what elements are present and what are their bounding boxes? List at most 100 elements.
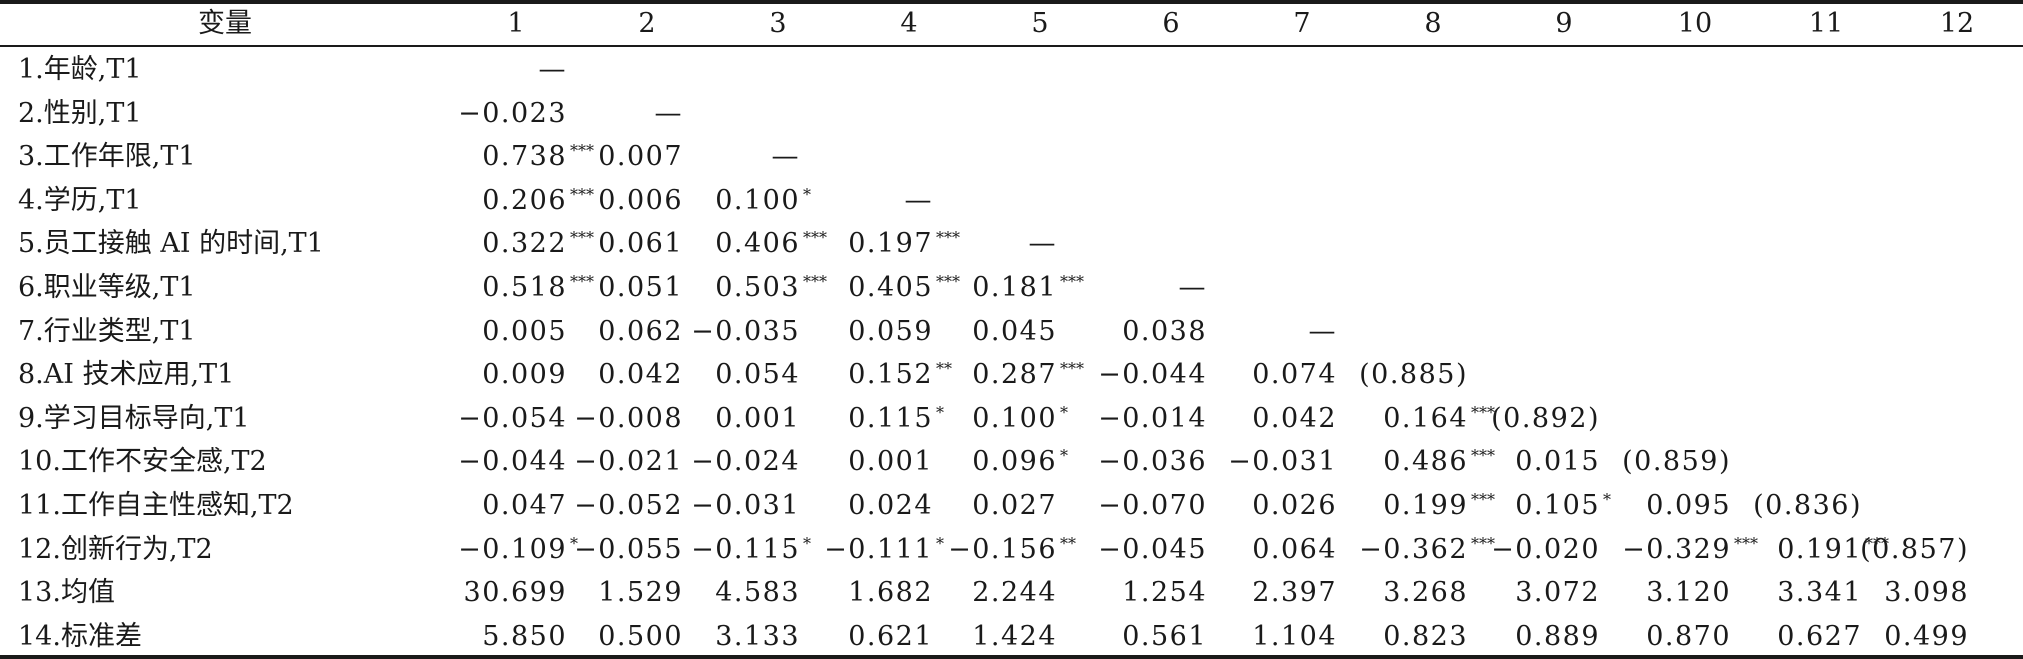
cell-value: 0.627 — [1777, 620, 1862, 652]
cell-value: 3.341 — [1777, 577, 1862, 609]
table-cell: 0.100 * — [925, 397, 1068, 441]
table-row: 12.创新行为,T2 −0.109 * −0.055 −0.115 * −0.111 * −0.… — [0, 528, 2023, 572]
table-cell: −0.023 — [435, 92, 567, 136]
cell-value: 0.009 — [482, 359, 567, 391]
table-row: 2.性别,T1 −0.023 — — [0, 92, 2023, 136]
header-col-11: 11 — [1808, 8, 1844, 39]
table-cell: −0.070 — [1075, 484, 1207, 528]
cell-value: −0.055 — [574, 533, 683, 565]
table-cell: 30.699 — [435, 571, 567, 615]
cell-value: −0.044 — [458, 446, 567, 478]
table-cell: −0.329 *** — [1599, 528, 1758, 572]
significance-marker: *** — [1734, 533, 1758, 553]
cell-value: 0.001 — [848, 446, 933, 478]
table-cell: −0.024 — [668, 440, 800, 484]
table-cell: 0.001 — [668, 397, 800, 441]
header-col-12: 12 — [1939, 8, 1975, 39]
cell-value: −0.021 — [574, 446, 683, 478]
table-cell: (0.859) — [1599, 440, 1731, 484]
table-cell: −0.021 — [551, 440, 683, 484]
cell-value: 0.006 — [598, 184, 683, 216]
table-cell: −0.020 — [1468, 528, 1600, 572]
cell-value: 0.074 — [1252, 359, 1337, 391]
significance-marker: *** — [1865, 533, 1889, 553]
cell-value: 1.424 — [972, 620, 1057, 652]
cell-value: −0.014 — [1098, 402, 1207, 434]
table-cell: −0.014 — [1075, 397, 1207, 441]
row-label: 8.AI 技术应用,T1 — [18, 359, 235, 391]
cell-value: 0.095 — [1646, 490, 1731, 521]
table-row: 10.工作不安全感,T2 −0.044 −0.021 −0.024 0.001 0.096… — [0, 440, 2023, 484]
header-col-5: 5 — [1031, 8, 1049, 39]
cell-value: (0.857) — [1860, 533, 1969, 565]
cell-value: 0.062 — [598, 315, 683, 347]
table-cell: −0.031 — [1205, 440, 1337, 484]
cell-value: 0.100 — [972, 402, 1057, 434]
cell-value: −0.020 — [1491, 533, 1600, 565]
significance-marker: * — [570, 533, 578, 553]
cell-value: −0.045 — [1098, 533, 1207, 565]
table-row: 6.职业等级,T1 0.518 *** 0.051 0.503 *** 0.405 *** 0.… — [0, 266, 2023, 310]
header-col-8: 8 — [1424, 8, 1442, 39]
significance-marker: *** — [570, 272, 594, 291]
table-cell: — — [668, 135, 800, 179]
significance-marker: *** — [1471, 446, 1495, 466]
cell-value: −0.024 — [691, 446, 800, 478]
cell-value: 0.105 — [1515, 490, 1600, 521]
cell-value: 0.406 — [715, 228, 800, 260]
cell-value: 2.244 — [972, 577, 1057, 609]
table-cell: −0.109 * — [435, 528, 578, 572]
header-col-7: 7 — [1293, 8, 1311, 39]
table-cell: −0.055 — [551, 528, 683, 572]
cell-value: 1.254 — [1122, 577, 1207, 609]
table-cell: 0.500 — [551, 615, 683, 659]
cell-value: — — [538, 54, 567, 85]
table-row: 14.标准差 5.850 0.500 3.133 0.621 1.424 0.561 1.10… — [0, 615, 2023, 659]
table-cell: −0.031 — [668, 484, 800, 528]
row-label: 1.年龄,T1 — [18, 54, 142, 85]
cell-value: 0.191 — [1777, 533, 1862, 565]
table-cell: 3.268 — [1336, 571, 1468, 615]
cell-value: 3.133 — [715, 620, 800, 652]
table-cell: 0.042 — [551, 353, 683, 397]
table-cell: 0.095 — [1599, 484, 1731, 528]
table-row: 8.AI 技术应用,T1 0.009 0.042 0.054 0.152 ** 0.287 *… — [0, 353, 2023, 397]
cell-value: 0.005 — [482, 315, 567, 347]
cell-value: 0.499 — [1884, 620, 1969, 652]
cell-value: 3.072 — [1515, 577, 1600, 609]
table-cell: 4.583 — [668, 571, 800, 615]
table-cell: (0.892) — [1468, 397, 1600, 441]
table-cell: 0.105 * — [1468, 484, 1611, 528]
table-cell: (0.857) — [1837, 528, 1969, 572]
table-cell: 2.244 — [925, 571, 1057, 615]
table-cell: 0.287 *** — [925, 353, 1084, 397]
cell-value: — — [1028, 228, 1057, 260]
table-cell: 0.621 — [801, 615, 933, 659]
table-cell: −0.054 — [435, 397, 567, 441]
cell-value: 0.561 — [1122, 620, 1207, 652]
significance-marker: * — [1060, 402, 1068, 422]
cell-value: −0.031 — [1228, 446, 1337, 478]
table-cell: — — [801, 179, 933, 223]
cell-value: −0.031 — [691, 490, 800, 521]
header-col-10: 10 — [1677, 8, 1713, 39]
table-cell: −0.156 ** — [925, 528, 1076, 572]
table-row: 11.工作自主性感知,T2 0.047 −0.052 −0.031 0.024 0.027… — [0, 484, 2023, 528]
cell-value: 0.027 — [972, 490, 1057, 521]
cell-value: 0.024 — [848, 490, 933, 521]
cell-value: 0.042 — [598, 359, 683, 391]
table-cell: 0.181 *** — [925, 266, 1084, 310]
table-cell: 0.074 — [1205, 353, 1337, 397]
cell-value: 0.405 — [848, 272, 933, 303]
table-cell: 0.007 — [551, 135, 683, 179]
cell-value: 0.518 — [482, 272, 567, 303]
cell-value: 0.015 — [1515, 446, 1600, 478]
row-label: 7.行业类型,T1 — [18, 315, 196, 347]
cell-value: — — [904, 184, 933, 216]
table-cell: 3.133 — [668, 615, 800, 659]
table-cell: 0.045 — [925, 310, 1057, 354]
table-cell: 0.561 — [1075, 615, 1207, 659]
table-cell: 0.322 *** — [435, 222, 594, 266]
cell-value: — — [1178, 272, 1207, 303]
cell-value: −0.054 — [458, 402, 567, 434]
